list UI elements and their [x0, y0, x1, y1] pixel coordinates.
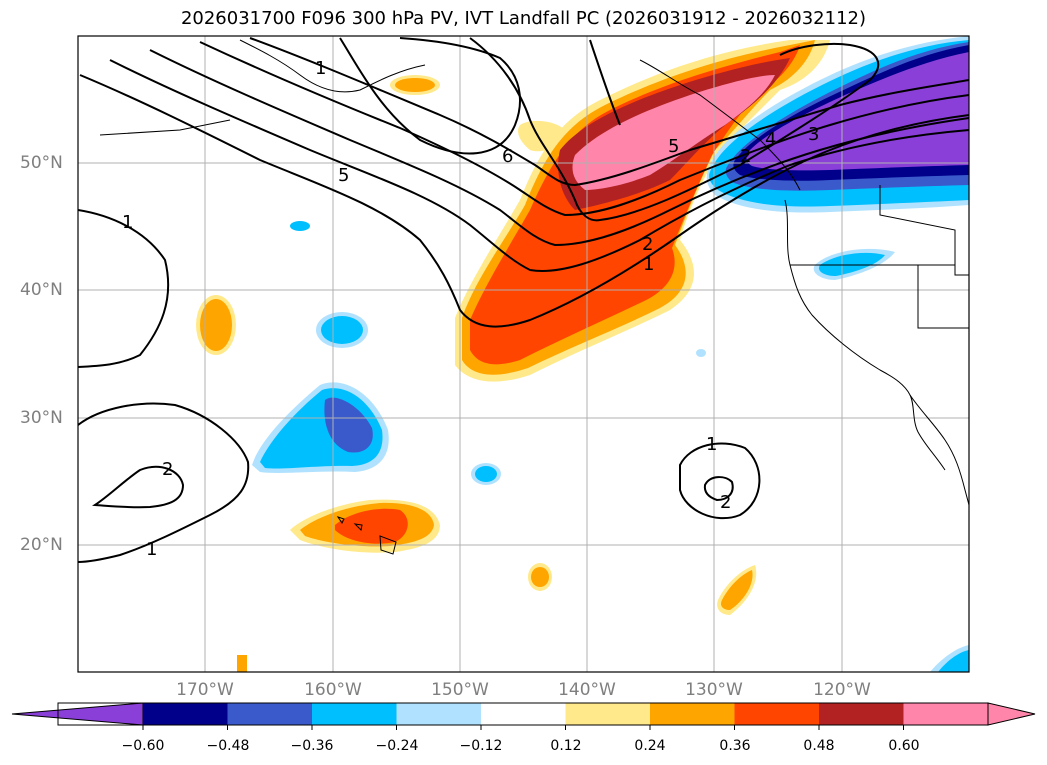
contour-label: 2: [720, 492, 731, 513]
lat-label: 50°N: [20, 153, 63, 173]
contour-label: 1: [315, 58, 326, 79]
contour-label: 4: [765, 129, 776, 150]
colorbar-tick-label: 0.60: [888, 738, 920, 754]
contour-label: 6: [502, 146, 513, 167]
colorbar-swatch: [650, 703, 735, 725]
colorbar-tick-label: 0.36: [719, 738, 751, 754]
map-frame: [77, 35, 970, 673]
lon-label: 160°W: [304, 680, 362, 700]
colorbar-swatch: [143, 703, 228, 725]
colorbar-extend-low: [11, 702, 144, 726]
contour-label: 2: [642, 234, 653, 255]
map-title: 2026031700 F096 300 hPa PV, IVT Landfall…: [180, 8, 867, 29]
colorbar-tick-label: 0.48: [803, 738, 835, 754]
pv-contours: [78, 37, 969, 563]
colorbar-swatch: [565, 703, 651, 725]
lat-label: 20°N: [20, 535, 63, 555]
lon-label: 120°W: [813, 680, 871, 700]
colorbar-tick-label: 0.12: [550, 738, 582, 754]
contour-label: 3: [808, 124, 819, 145]
lon-label: 170°W: [176, 680, 234, 700]
colorbar-extend-high: [987, 702, 1036, 726]
contour-label: 1: [122, 212, 133, 233]
contour-label: 5: [338, 165, 349, 186]
colorbar-tick-label: −0.12: [459, 738, 503, 754]
colorbar-tick-label: −0.60: [121, 738, 165, 754]
colorbar-tick-label: −0.24: [375, 738, 419, 754]
colorbar-swatch: [819, 703, 904, 725]
lat-label: 40°N: [20, 280, 63, 300]
contour-label: 1: [643, 254, 654, 275]
colorbar-tick-label: −0.36: [290, 738, 334, 754]
colorbar-tick-label: −0.48: [206, 738, 250, 754]
map-panel: 1 2 5 6 3 4 5 2 1 1 2 1 2 1: [77, 35, 970, 673]
colorbar-swatch: [227, 703, 313, 725]
colorbar-swatch: [903, 703, 989, 725]
colorbar-swatch: [396, 703, 482, 725]
lon-label: 150°W: [431, 680, 489, 700]
lat-label: 30°N: [20, 408, 63, 428]
colorbar-swatch: [312, 703, 397, 725]
contour-label: 5: [668, 136, 679, 157]
coastlines: [99, 39, 969, 555]
contour-label: 1: [706, 434, 717, 455]
contour-labels: 1 2 5 6 3 4 5 2 1 1 2 1 2 1: [122, 58, 819, 560]
lon-label: 130°W: [685, 680, 743, 700]
colorbar-swatch: [481, 703, 566, 725]
lon-label: 140°W: [558, 680, 616, 700]
contour-label: 2: [162, 459, 173, 480]
colorbar-tick-label: 0.24: [634, 738, 666, 754]
colorbar-swatch: [734, 703, 820, 725]
contour-label: 1: [146, 539, 157, 560]
gridlines: [78, 36, 969, 672]
colorbar: [11, 702, 1036, 730]
contour-label: 2: [740, 146, 751, 167]
